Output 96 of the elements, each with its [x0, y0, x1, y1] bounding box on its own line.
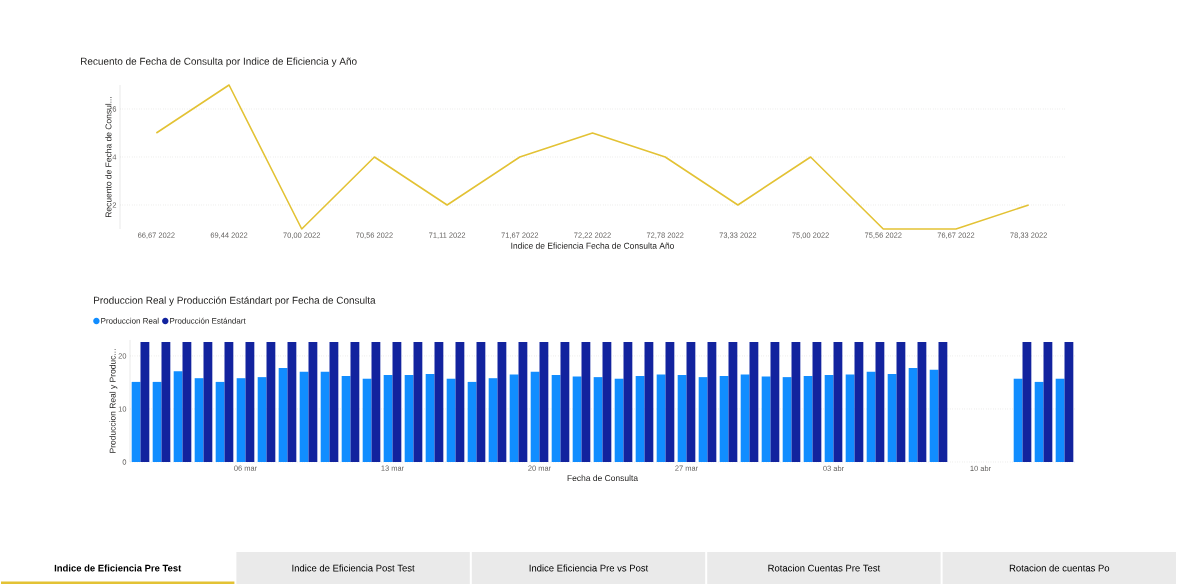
y-axis-title: Produccion Real y Produc...: [109, 349, 118, 453]
bar: [182, 342, 192, 462]
bar: [497, 342, 507, 462]
bar: [236, 378, 246, 462]
bar: [329, 342, 339, 462]
bar: [560, 342, 570, 462]
chart-title: Recuento de Fecha de Consulta por Indice de Eficiencia y Año: [81, 57, 357, 67]
bar: [1013, 378, 1023, 462]
bar: [404, 375, 414, 462]
bar: [728, 342, 738, 462]
text: Indice Eficiencia Pre vs Post: [529, 564, 649, 572]
bar: [467, 381, 477, 462]
bar: [845, 374, 855, 462]
bar: [350, 342, 360, 462]
bar: [803, 376, 813, 462]
bar: [782, 377, 792, 462]
bar: [518, 342, 528, 462]
bar: [761, 376, 771, 462]
bar: [341, 376, 351, 462]
bar: [224, 342, 234, 462]
bar: [131, 381, 141, 462]
bar: [635, 376, 645, 462]
bar: [455, 342, 465, 462]
bar: [425, 373, 435, 462]
bar: [917, 342, 927, 462]
bar: [719, 376, 729, 462]
bar: [140, 342, 150, 462]
bar: [824, 375, 834, 462]
bar: [215, 381, 225, 462]
bar: [929, 369, 939, 462]
bar: [476, 342, 486, 462]
bar: [938, 342, 948, 462]
text: Rotacion de cuentas Po: [1009, 564, 1110, 572]
bar: [833, 342, 843, 462]
chart-title: Produccion Real y Producción Estándart por Fecha de Consulta: [94, 296, 376, 306]
bar: [1064, 342, 1074, 462]
bar: [371, 342, 381, 462]
bar: [203, 342, 213, 462]
bar: [278, 368, 288, 462]
bar: [623, 342, 633, 462]
bar: [299, 371, 309, 462]
bar: [257, 377, 267, 462]
bar: [854, 342, 864, 462]
bar: [392, 342, 402, 462]
bar: [194, 378, 204, 462]
bar: [665, 342, 675, 462]
bar: [362, 378, 372, 462]
bar: [287, 342, 297, 462]
bar: [677, 375, 687, 462]
bar: [740, 374, 750, 462]
bar: [1022, 342, 1032, 462]
bar: [770, 342, 780, 462]
bar: [173, 371, 183, 462]
bar: [551, 375, 561, 462]
bar: [446, 378, 456, 462]
bar: [602, 342, 612, 462]
bar: [749, 342, 759, 462]
bar: [539, 342, 549, 462]
bar: [791, 342, 801, 462]
bar: [896, 342, 906, 462]
line-series: [155, 84, 1030, 230]
bar: [509, 374, 519, 462]
bar: [413, 342, 423, 462]
bar: [593, 377, 603, 462]
bar: [530, 371, 540, 462]
x-axis-title: Indice de Eficiencia Fecha de Consulta Año: [511, 242, 675, 249]
text: Indice de Eficiencia Pre Test: [54, 564, 182, 572]
bar: [614, 378, 624, 462]
x-axis-title: Fecha de Consulta: [567, 474, 639, 482]
text: Rotacion Cuentas Pre Test: [768, 564, 881, 572]
bar: [581, 342, 591, 462]
bar: [152, 381, 162, 462]
bar: [887, 373, 897, 462]
bar: [644, 342, 654, 462]
bar: [434, 342, 444, 462]
bar: [908, 368, 918, 462]
bar: [707, 342, 717, 462]
bar: [812, 342, 822, 462]
bar: [866, 371, 876, 462]
bar: [686, 342, 696, 462]
y-axis-title: Recuento de Fecha de Consul...: [105, 97, 112, 218]
bar: [488, 378, 498, 462]
bar: [1055, 378, 1065, 462]
bar: [245, 342, 255, 462]
bar: [698, 377, 708, 462]
bar: [383, 375, 393, 462]
bar: [308, 342, 318, 462]
bar: [875, 342, 885, 462]
bar: [656, 374, 666, 462]
bar: [161, 342, 171, 462]
bar: [266, 342, 276, 462]
bar: [1043, 342, 1053, 462]
bar: [572, 376, 582, 462]
bar: [1034, 381, 1044, 462]
bar: [320, 371, 330, 462]
text: Indice de Eficiencia Post Test: [292, 564, 415, 572]
